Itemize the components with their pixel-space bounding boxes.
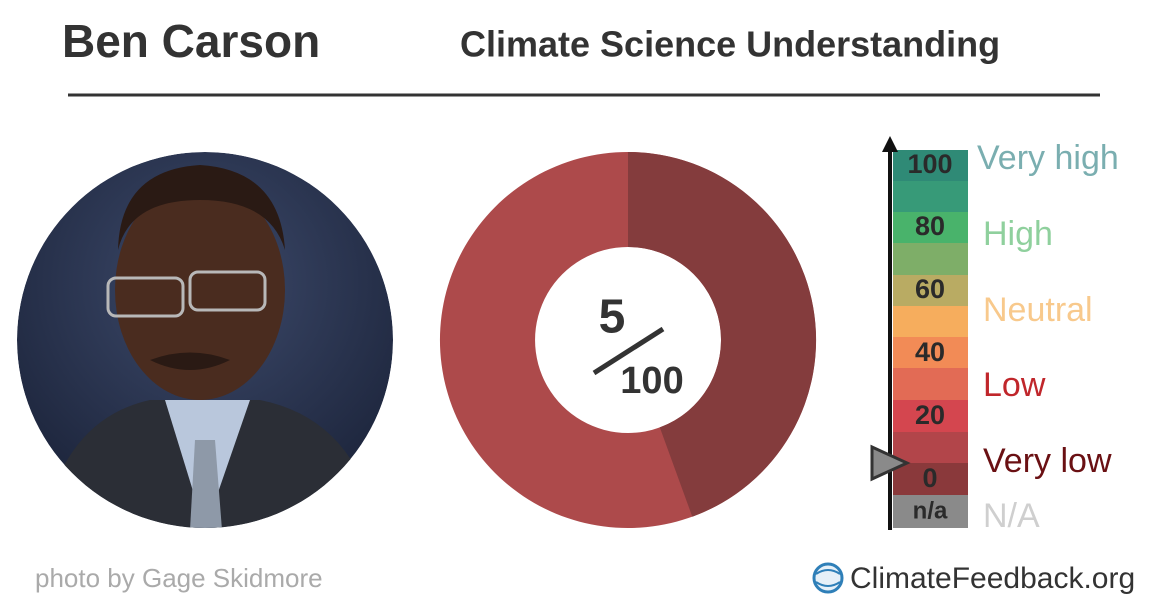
site-logo <box>812 562 844 594</box>
scale-tick: n/a <box>913 497 948 524</box>
title: Climate Science Understanding <box>460 24 1000 65</box>
scale-level: Low <box>983 366 1046 404</box>
scale-tick: 80 <box>915 211 945 241</box>
score-value: 5 <box>599 291 626 344</box>
person-name: Ben Carson <box>62 15 320 67</box>
photo <box>17 152 393 528</box>
scale-tick: 100 <box>907 149 952 179</box>
scale-level: Neutral <box>983 291 1093 329</box>
photo-credit: photo by Gage Skidmore <box>35 563 323 593</box>
site-name: ClimateFeedback.org <box>850 562 1135 595</box>
scale-level: Very high <box>977 139 1119 177</box>
score-slash <box>592 326 665 376</box>
score-donut <box>439 151 817 528</box>
scale-bar <box>870 136 968 530</box>
scale-tick: 40 <box>915 337 945 367</box>
scale-level: N/A <box>983 497 1040 535</box>
scale-level: High <box>983 215 1053 253</box>
scale-tick: 20 <box>915 400 945 430</box>
scale-tick: 60 <box>915 274 945 304</box>
score-max: 100 <box>620 360 683 402</box>
scale-level: Very low <box>983 442 1112 480</box>
scale-tick: 0 <box>922 463 937 493</box>
